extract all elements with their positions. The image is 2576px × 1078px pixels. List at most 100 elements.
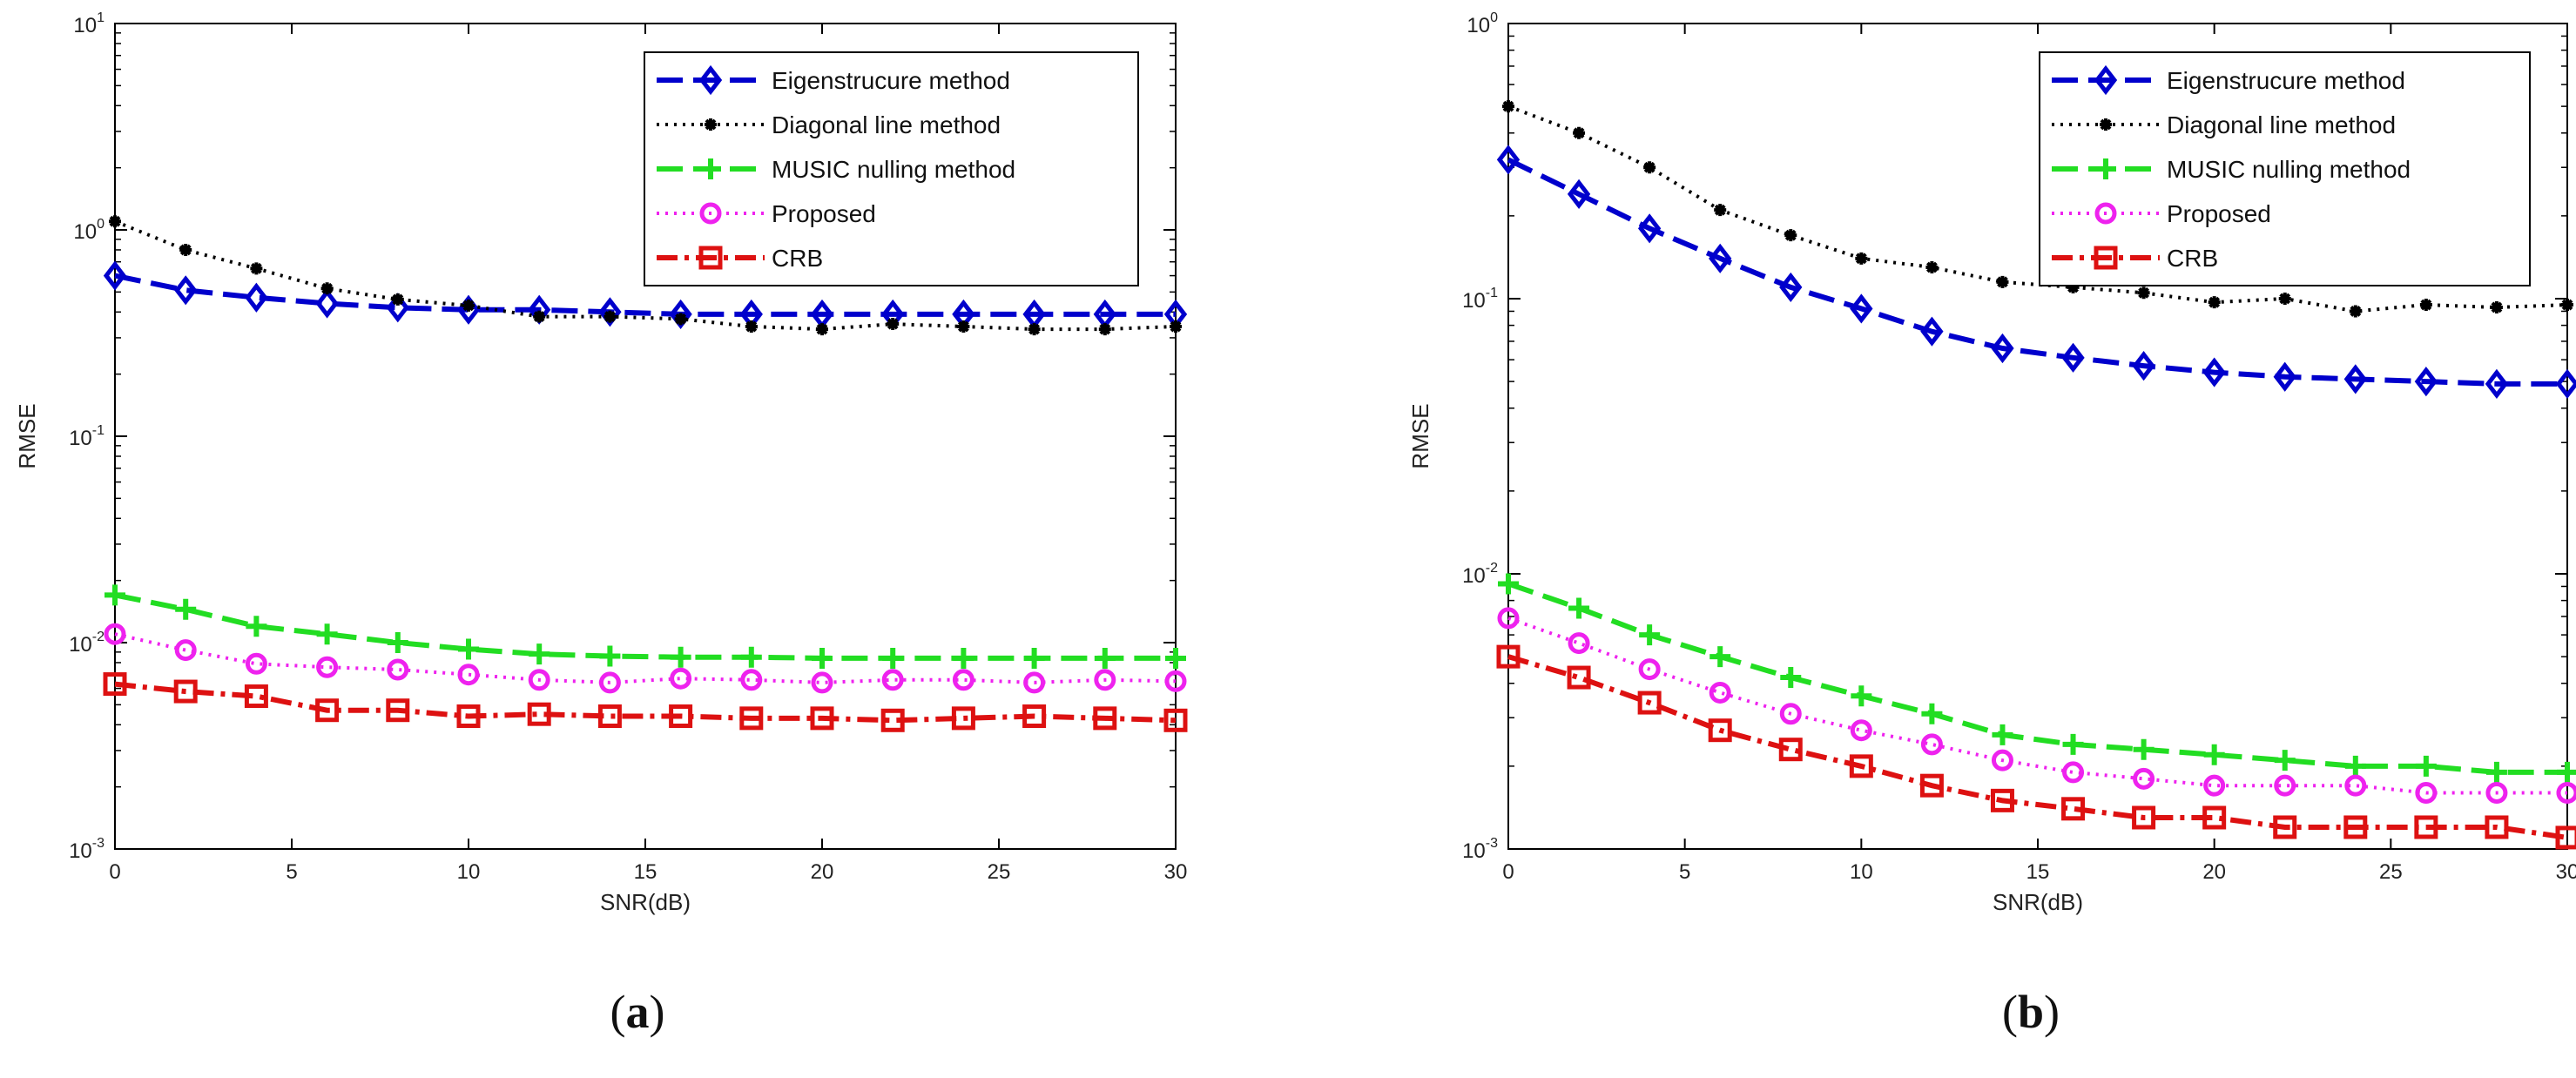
- series-proposed: [1497, 607, 2576, 804]
- x-tick-label: 15: [2026, 860, 2050, 884]
- data-point: [1709, 243, 1732, 273]
- legend-label: Proposed: [772, 200, 876, 227]
- data-point: [1850, 719, 1872, 742]
- data-point: [2273, 361, 2296, 392]
- data-point: [1093, 706, 1117, 731]
- data-point: [1925, 260, 1939, 273]
- data-point: [1170, 320, 1182, 334]
- data-point: [458, 638, 479, 660]
- data-point: [2419, 299, 2432, 312]
- x-tick-label: 10: [1850, 860, 1873, 884]
- data-point: [2274, 774, 2296, 797]
- data-point: [816, 323, 828, 336]
- data-point: [2485, 815, 2509, 839]
- data-point: [315, 698, 340, 723]
- data-point: [953, 647, 974, 669]
- data-point: [1709, 681, 1731, 704]
- data-point: [320, 282, 334, 295]
- caption-paren: (: [610, 986, 626, 1038]
- data-point: [597, 704, 622, 729]
- y-axis-label: RMSE: [14, 403, 40, 468]
- y-tick-label: 100: [1467, 10, 1498, 37]
- data-point: [1094, 647, 1116, 669]
- legend-marker: [2100, 118, 2112, 131]
- data-point: [1497, 607, 1520, 630]
- data-point: [174, 275, 198, 306]
- legend-marker: [698, 64, 723, 96]
- legend-label: MUSIC nulling method: [772, 156, 1015, 183]
- data-point: [1568, 632, 1590, 655]
- data-point: [105, 584, 125, 606]
- data-point: [174, 639, 197, 662]
- data-point: [456, 704, 481, 729]
- data-point: [1022, 704, 1047, 729]
- x-tick-label: 20: [2202, 860, 2226, 884]
- data-point: [811, 671, 833, 694]
- y-tick-exponent: 0: [1490, 10, 1498, 25]
- data-point: [2273, 815, 2297, 839]
- series-eigenstrucure-method: [1496, 145, 2576, 399]
- data-point: [2062, 761, 2085, 784]
- chart-panel-b: 0 5 10 15 20 25 3010010-110-210-3SNR(dB)RMSEEi…: [1407, 10, 2576, 1038]
- data-point: [880, 708, 905, 732]
- data-point: [529, 643, 550, 665]
- data-point: [387, 658, 409, 681]
- x-tick-label: 10: [457, 860, 481, 884]
- legend-marker: [2094, 246, 2118, 270]
- data-point: [2485, 781, 2508, 804]
- y-tick-base: 10: [1462, 839, 1486, 863]
- data-point: [1708, 718, 1732, 743]
- data-point: [1850, 293, 1873, 324]
- series-music-nulling-method: [1498, 573, 2576, 783]
- y-tick-base: 10: [73, 220, 97, 244]
- data-point: [179, 243, 192, 256]
- data-point: [1165, 647, 1186, 669]
- x-tick-label: 30: [2556, 860, 2576, 884]
- data-point: [2485, 368, 2509, 399]
- x-tick-label: 25: [2379, 860, 2403, 884]
- series-line: [114, 219, 1177, 332]
- data-point: [104, 623, 126, 645]
- caption-letter: a: [626, 986, 650, 1038]
- data-point: [1567, 179, 1591, 209]
- x-tick-label: 20: [811, 860, 834, 884]
- data-point: [1023, 671, 1046, 694]
- series-line: [114, 273, 1176, 317]
- legend: Eigenstrucure method Diagonal line method…: [644, 51, 1139, 286]
- legend-marker: [2094, 202, 2117, 225]
- x-tick-label: 30: [1164, 860, 1188, 884]
- series-diagonal-line-method: [1502, 100, 2573, 318]
- data-point: [1496, 644, 1521, 669]
- data-point: [244, 684, 268, 709]
- chart-panel-a: 0 5 10 15 20 25 3010110010-110-210-3SNR(dB)RMS…: [14, 10, 1188, 1038]
- x-axis-label: SNR(dB): [1993, 889, 2083, 915]
- legend-marker: [699, 202, 722, 225]
- series-line: [1507, 581, 2567, 775]
- data-point: [1163, 708, 1188, 732]
- data-point: [604, 310, 617, 323]
- data-point: [670, 646, 691, 668]
- data-point: [1028, 323, 1041, 336]
- data-point: [1496, 145, 1521, 175]
- data-point: [1990, 788, 2014, 812]
- data-point: [109, 215, 121, 228]
- data-point: [2557, 761, 2576, 783]
- data-point: [1502, 100, 1514, 113]
- data-point: [1094, 669, 1116, 691]
- data-point: [740, 646, 762, 668]
- data-point: [2344, 755, 2366, 777]
- y-tick-exponent: 0: [97, 217, 105, 232]
- data-point: [598, 671, 621, 694]
- y-tick-base: 10: [69, 427, 92, 450]
- data-point: [2343, 815, 2368, 839]
- data-point: [2067, 280, 2080, 293]
- data-point: [1855, 252, 1868, 265]
- data-point: [1498, 573, 1519, 595]
- data-point: [599, 645, 621, 667]
- data-point: [2414, 815, 2438, 839]
- series-proposed: [104, 623, 1187, 694]
- legend-label: Diagonal line method: [772, 111, 1001, 138]
- data-point: [1778, 738, 1803, 762]
- data-point: [1991, 333, 2014, 364]
